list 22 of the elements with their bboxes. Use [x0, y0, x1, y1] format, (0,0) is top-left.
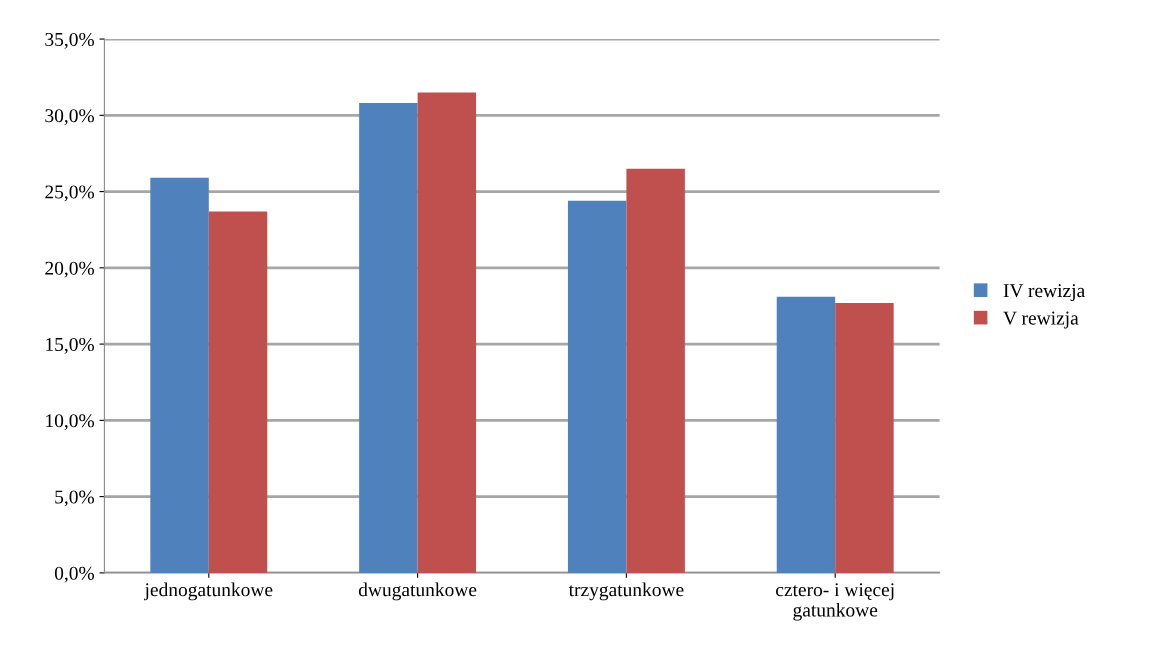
y-tick-label: 10,0% — [46, 414, 95, 431]
y-tick-label: 0,0% — [54, 566, 95, 583]
legend-label: V rewizja — [1003, 311, 1079, 329]
y-tick-label: 15,0% — [46, 337, 95, 354]
bar — [776, 296, 836, 573]
bar — [417, 92, 477, 573]
y-tick-label: 30,0% — [45, 109, 95, 126]
y-tick-label: 25,0% — [45, 185, 95, 202]
x-tick-label: trzygatunkowe — [568, 582, 684, 601]
legend-label: IV rewizja — [1003, 284, 1085, 302]
bar — [208, 211, 268, 573]
y-tick-label: 35,0% — [45, 32, 95, 49]
bar — [150, 177, 209, 573]
bar — [359, 103, 418, 573]
x-tick-label: dwugatunkowe — [358, 582, 477, 601]
bar — [626, 168, 685, 573]
y-tick-label: 5,0% — [55, 490, 95, 507]
y-tick-label: 20,0% — [45, 261, 95, 278]
bar — [835, 302, 894, 573]
bar — [567, 200, 627, 573]
x-tick-label: jednogatunkowe — [143, 582, 273, 601]
x-tick-label: cztero- i więcej gatunkowe — [776, 583, 894, 621]
